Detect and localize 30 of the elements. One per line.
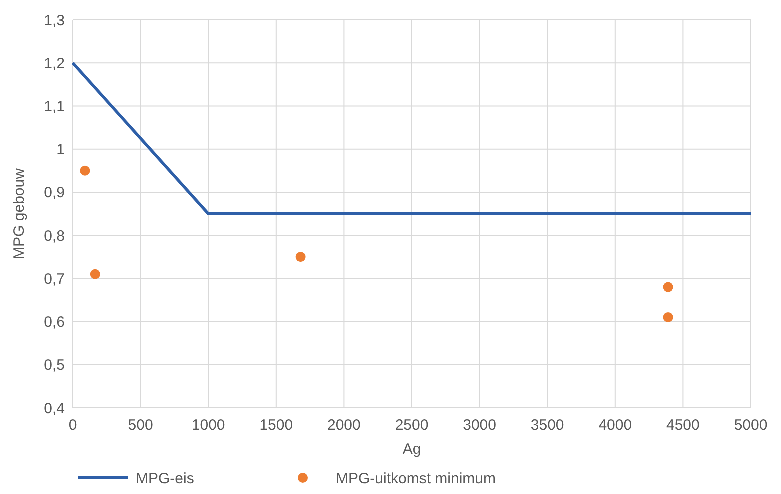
legend-label: MPG-eis <box>136 470 194 488</box>
y-tick-label: 0,5 <box>44 357 65 374</box>
x-tick-label: 1000 <box>192 417 226 434</box>
point <box>90 269 100 280</box>
point <box>663 282 674 292</box>
x-tick-label: 5000 <box>734 417 768 434</box>
x-tick-label: 0 <box>68 417 78 434</box>
y-axis-title: MPG gebouw <box>11 168 28 260</box>
y-tick-label: 0,6 <box>44 314 65 332</box>
x-tick-label: 3000 <box>463 417 496 434</box>
point <box>663 312 674 322</box>
y-tick-label: 1 <box>56 142 65 159</box>
x-tick-label: 2500 <box>395 417 429 434</box>
y-tick-label: 0,9 <box>44 184 65 202</box>
x-axis-title: Ag <box>402 441 422 458</box>
point <box>296 252 306 262</box>
point <box>80 166 90 176</box>
y-tick-label: 0,8 <box>44 228 65 245</box>
y-tick-label: 1,1 <box>44 98 65 116</box>
y-tick-label: 1,2 <box>44 55 65 72</box>
x-tick-label: 2000 <box>328 417 361 434</box>
y-tick-label: 0,7 <box>44 270 65 288</box>
x-tick-label: 1500 <box>260 417 294 434</box>
x-tick-label: 4500 <box>666 417 700 434</box>
x-tick-label: 500 <box>128 417 154 434</box>
x-tick-label: 3500 <box>530 417 564 434</box>
x-tick-label: 4000 <box>598 417 632 434</box>
y-tick-label: 1,3 <box>44 12 65 30</box>
y-tick-label: 0,4 <box>44 400 65 418</box>
legend-label: MPG-uitkomst minimum <box>336 470 496 488</box>
